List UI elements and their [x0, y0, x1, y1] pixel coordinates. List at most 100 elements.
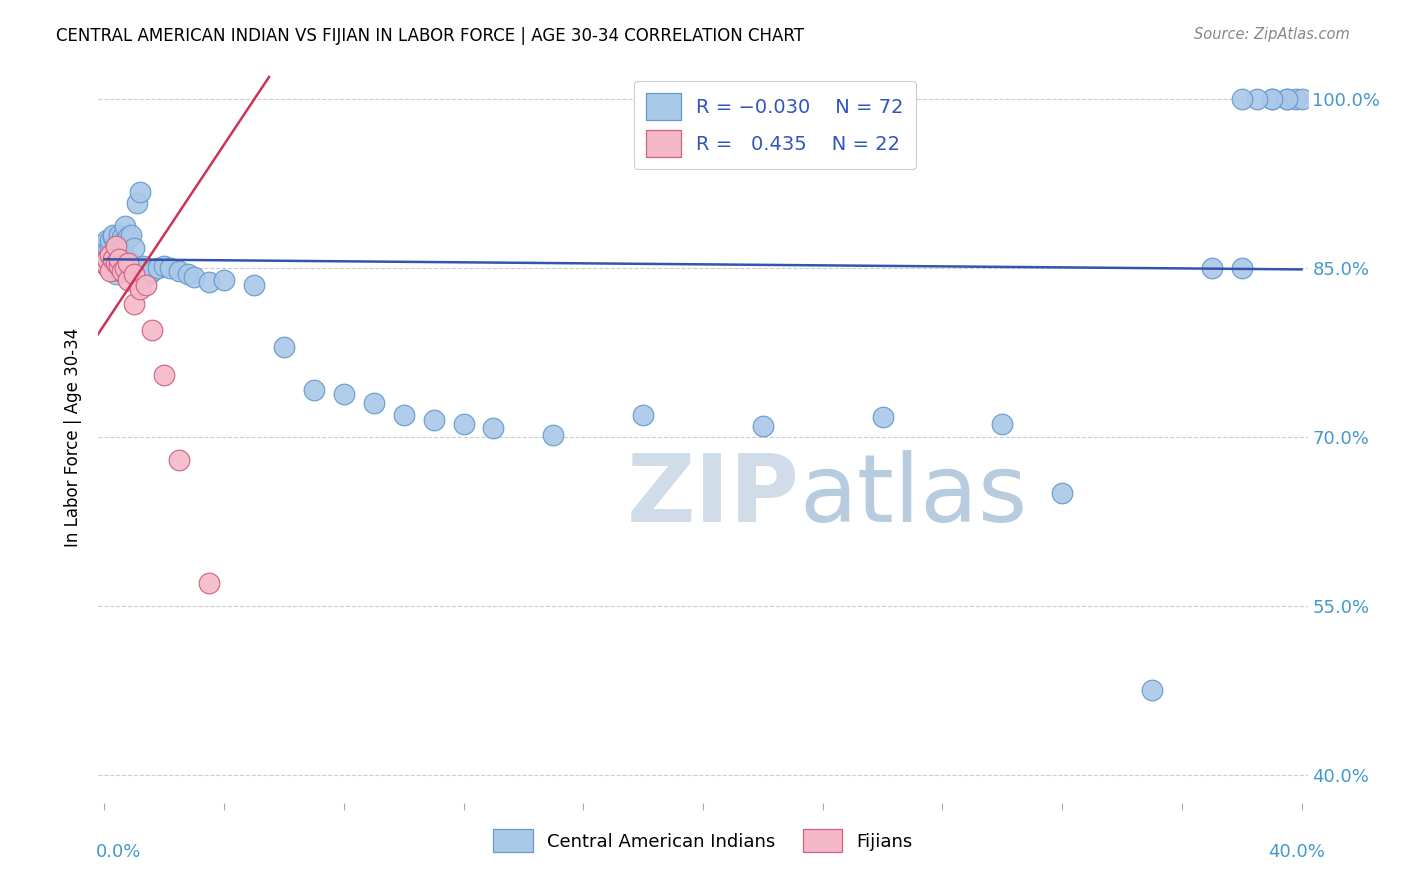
- Point: [1230, 93, 1253, 107]
- Point: [111, 261, 134, 276]
- Text: atlas: atlas: [800, 450, 1028, 541]
- Point: [141, 323, 163, 337]
- Point: [114, 261, 136, 276]
- Point: [117, 255, 139, 269]
- Point: [148, 261, 170, 276]
- Point: [138, 267, 160, 281]
- Point: [108, 259, 131, 273]
- Point: [212, 272, 235, 286]
- Text: ZIP: ZIP: [627, 450, 800, 541]
- Point: [117, 229, 139, 244]
- Point: [111, 263, 134, 277]
- Point: [1246, 93, 1268, 107]
- Point: [117, 259, 139, 273]
- Point: [198, 576, 221, 591]
- Point: [482, 421, 505, 435]
- Point: [96, 248, 118, 262]
- Point: [114, 233, 136, 247]
- Point: [127, 196, 149, 211]
- Point: [273, 340, 295, 354]
- Point: [153, 259, 176, 273]
- Point: [96, 252, 118, 267]
- Point: [105, 239, 128, 253]
- Point: [752, 418, 775, 433]
- Point: [1260, 93, 1282, 107]
- Point: [392, 408, 415, 422]
- Point: [108, 244, 131, 259]
- Point: [1291, 93, 1313, 107]
- Point: [1284, 93, 1306, 107]
- Point: [141, 263, 163, 277]
- Point: [105, 250, 128, 264]
- Point: [96, 252, 118, 267]
- Point: [631, 408, 654, 422]
- Y-axis label: In Labor Force | Age 30-34: In Labor Force | Age 30-34: [65, 327, 83, 547]
- Point: [543, 427, 565, 442]
- Point: [177, 267, 200, 281]
- Text: 40.0%: 40.0%: [1268, 843, 1324, 861]
- Point: [872, 409, 894, 424]
- Point: [114, 219, 136, 233]
- Point: [103, 227, 125, 242]
- Point: [93, 255, 115, 269]
- Point: [1260, 93, 1282, 107]
- Point: [96, 239, 118, 253]
- Point: [108, 227, 131, 242]
- Point: [1275, 93, 1298, 107]
- Point: [1050, 486, 1073, 500]
- Point: [96, 259, 118, 273]
- Text: CENTRAL AMERICAN INDIAN VS FIJIAN IN LABOR FORCE | AGE 30-34 CORRELATION CHART: CENTRAL AMERICAN INDIAN VS FIJIAN IN LAB…: [56, 27, 804, 45]
- Point: [96, 233, 118, 247]
- Point: [198, 275, 221, 289]
- Point: [114, 250, 136, 264]
- Text: Source: ZipAtlas.com: Source: ZipAtlas.com: [1194, 27, 1350, 42]
- Point: [120, 227, 142, 242]
- Point: [103, 254, 125, 268]
- Point: [135, 278, 157, 293]
- Point: [100, 255, 122, 269]
- Point: [108, 252, 131, 267]
- Point: [159, 261, 181, 276]
- Point: [120, 255, 142, 269]
- Point: [100, 233, 122, 247]
- Point: [243, 278, 266, 293]
- Point: [124, 259, 146, 273]
- Point: [129, 281, 152, 295]
- Point: [103, 252, 125, 267]
- Point: [302, 383, 325, 397]
- Point: [100, 248, 122, 262]
- Point: [124, 297, 146, 311]
- Point: [103, 248, 125, 262]
- Point: [124, 241, 146, 255]
- Point: [105, 239, 128, 253]
- Point: [111, 252, 134, 267]
- Point: [124, 267, 146, 281]
- Point: [1140, 683, 1163, 698]
- Point: [991, 417, 1014, 431]
- Point: [93, 255, 115, 269]
- Legend: Central American Indians, Fijians: Central American Indians, Fijians: [486, 822, 920, 860]
- Point: [100, 239, 122, 253]
- Point: [103, 229, 125, 244]
- Text: 0.0%: 0.0%: [96, 843, 141, 861]
- Point: [153, 368, 176, 383]
- Point: [1201, 261, 1223, 276]
- Point: [100, 250, 122, 264]
- Point: [132, 259, 155, 273]
- Point: [100, 263, 122, 277]
- Point: [1275, 93, 1298, 107]
- Point: [363, 396, 385, 410]
- Point: [111, 229, 134, 244]
- Point: [167, 263, 190, 277]
- Point: [105, 267, 128, 281]
- Point: [129, 185, 152, 199]
- Point: [167, 452, 190, 467]
- Point: [105, 255, 128, 269]
- Point: [1230, 261, 1253, 276]
- Point: [93, 250, 115, 264]
- Point: [453, 417, 475, 431]
- Point: [333, 387, 356, 401]
- Point: [108, 263, 131, 277]
- Point: [183, 270, 205, 285]
- Point: [117, 272, 139, 286]
